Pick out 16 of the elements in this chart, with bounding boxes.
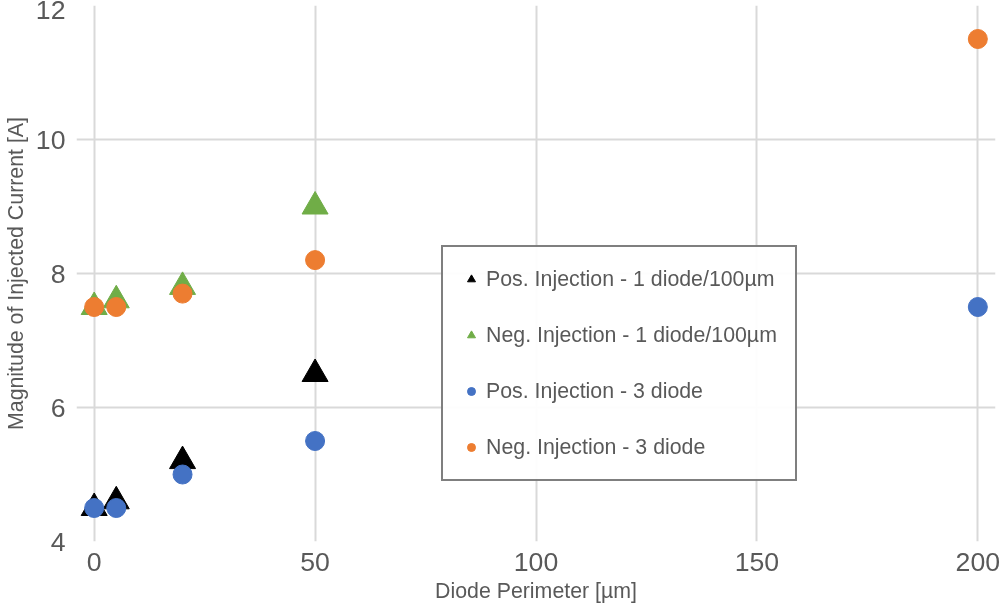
y-tick-label: 10	[35, 124, 66, 155]
y-tick-label: 12	[35, 0, 66, 25]
legend-label: Neg. Injection - 1 diode/100µm	[486, 321, 777, 349]
x-tick-label: 100	[513, 546, 559, 577]
y-tick-label: 6	[50, 392, 66, 423]
y-tick-label: 8	[50, 258, 66, 289]
y-tick-label: 4	[50, 526, 66, 557]
x-tick-label: 0	[86, 546, 102, 577]
x-tick-label: 200	[955, 546, 1001, 577]
legend-label: Pos. Injection - 1 diode/100µm	[486, 265, 775, 293]
legend-label: Neg. Injection - 3 diode	[486, 433, 706, 461]
x-tick-label: 150	[734, 546, 780, 577]
x-axis-title: Diode Perimeter [µm]	[435, 578, 637, 603]
y-axis-title: Magnitude of Injected Current [A]	[3, 116, 28, 430]
x-tick-label: 50	[300, 546, 330, 577]
legend-label: Pos. Injection - 3 diode	[486, 377, 703, 405]
